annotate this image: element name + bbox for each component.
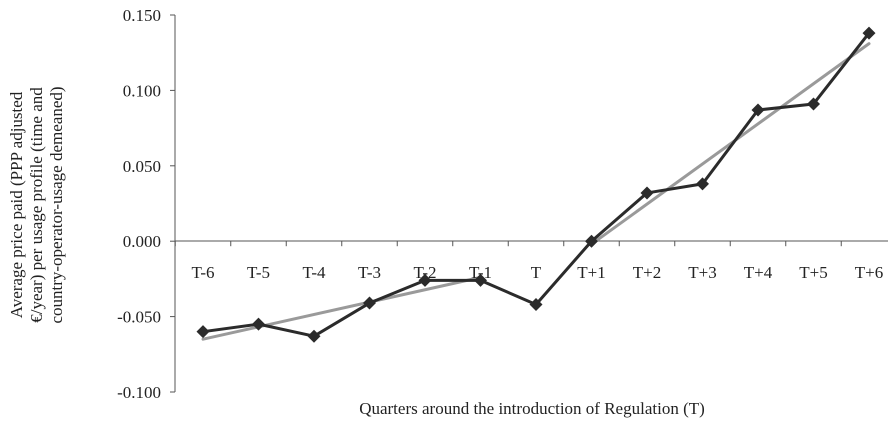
data-point-T+6 <box>862 26 876 40</box>
data-point-T <box>529 298 543 312</box>
y-axis-title-line-1: Average price paid (PPP adjusted <box>7 91 26 318</box>
y-axis-title: Average price paid (PPP adjusted €/year)… <box>7 86 66 323</box>
y-tick-label: -0.100 <box>117 383 161 402</box>
y-tick-label: -0.050 <box>117 308 161 327</box>
x-tick-label: T-5 <box>247 263 270 282</box>
trend-line <box>590 42 871 246</box>
data-point-T-6 <box>196 325 210 339</box>
x-tick-label: T+5 <box>799 263 827 282</box>
data-point-T-4 <box>307 329 321 343</box>
x-axis-ticks <box>174 241 842 247</box>
data-series <box>196 26 876 343</box>
y-tick-label: 0.150 <box>123 6 161 25</box>
x-tick-label: T+3 <box>688 263 716 282</box>
data-point-T-5 <box>252 317 265 331</box>
x-tick-label: T-3 <box>358 263 381 282</box>
x-tick-label: T-6 <box>192 263 215 282</box>
data-point-T+5 <box>807 97 820 111</box>
x-axis-tick-labels: T-6 T-5 T-4 T-3 T-2 T-1 T T+1 T+2 T+3 T+4 T+5 T+6 <box>192 263 884 282</box>
trend-line <box>201 275 482 341</box>
y-axis-title-line-2: €/year) per usage profile (time and <box>27 87 46 323</box>
data-point-T+3 <box>696 177 709 191</box>
series-line <box>202 32 871 338</box>
trend-lines <box>201 42 871 341</box>
data-point-T-1 <box>474 273 487 287</box>
y-tick-label: 0.000 <box>123 232 161 251</box>
x-tick-label: T+6 <box>855 263 883 282</box>
x-tick-label: T+4 <box>744 263 773 282</box>
y-axis-title-line-3: country-operator-usage demeaned) <box>47 86 66 323</box>
data-point-T-3 <box>363 296 376 310</box>
y-tick-label: 0.100 <box>123 81 161 100</box>
x-tick-label: T+1 <box>577 263 605 282</box>
data-point-T+2 <box>640 186 654 200</box>
x-tick-label: T+2 <box>633 263 661 282</box>
data-point-T+4 <box>751 103 765 117</box>
x-axis-title: Quarters around the introduction of Regu… <box>359 399 705 418</box>
x-tick-label: T-1 <box>469 263 492 282</box>
x-tick-label: T-4 <box>303 263 326 282</box>
data-point-T-2 <box>418 273 432 287</box>
y-axis-ticks: 0.150 0.100 0.050 0.000 -0.050 -0.100 <box>117 6 175 402</box>
x-tick-label: T <box>531 263 542 282</box>
data-point-T+1 <box>585 234 598 248</box>
y-tick-label: 0.050 <box>123 157 161 176</box>
x-tick-label: T-2 <box>414 263 437 282</box>
